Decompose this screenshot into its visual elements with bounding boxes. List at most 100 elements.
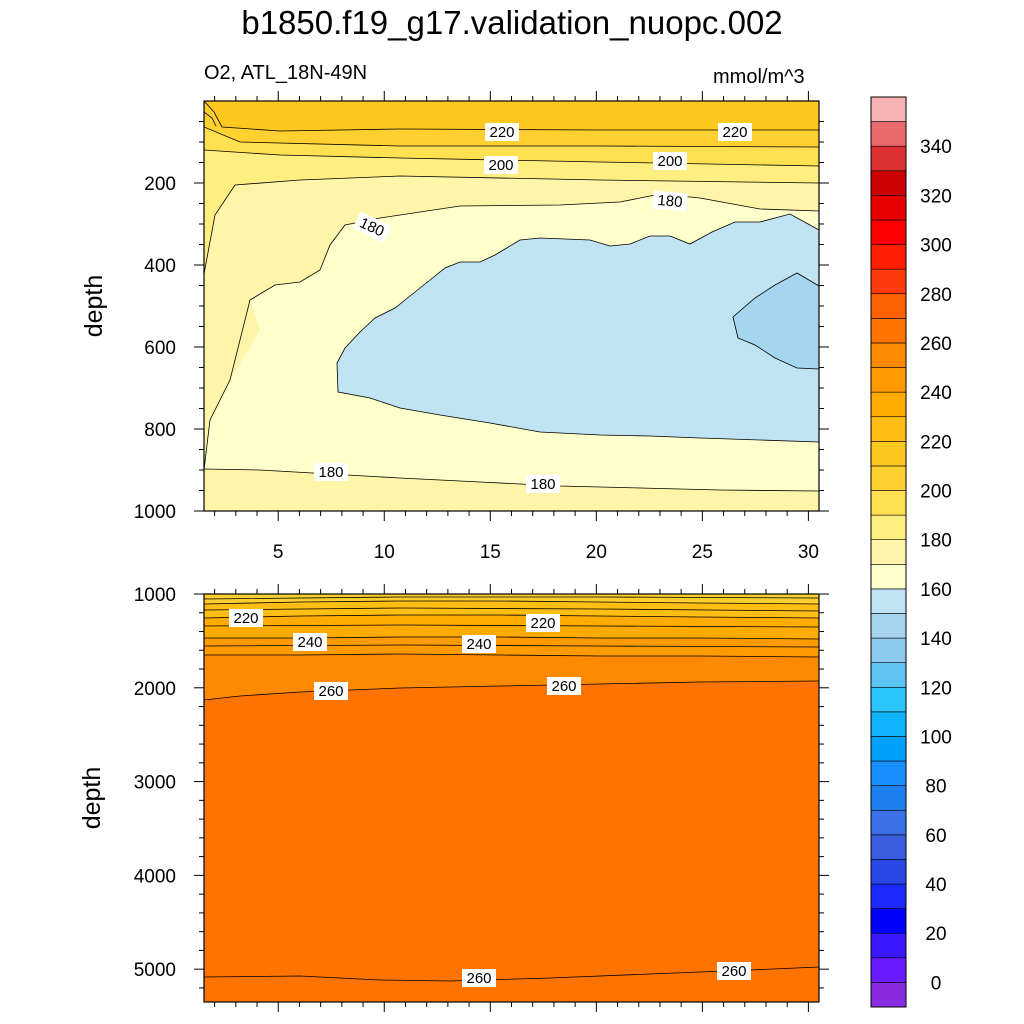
units-label: mmol/m^3 [713, 66, 805, 88]
colorbar-swatch [870, 834, 907, 860]
colorbar-tick-label: 280 [920, 285, 952, 306]
colorbar-swatch [870, 268, 907, 295]
colorbar-tick-label: 40 [925, 875, 946, 896]
colorbar-swatch [870, 736, 907, 762]
colorbar-swatch [870, 342, 907, 368]
colorbar-tick-label: 100 [920, 727, 952, 748]
colorbar-swatch [870, 588, 907, 614]
contour-label: 220 [229, 609, 263, 627]
colorbar: 0 20 40 60 80 100 120 140 160 180 200 220 240 260 280 3… [870, 96, 952, 1008]
upper-contour-line [204, 126, 819, 148]
svg-text:220: 220 [489, 124, 514, 141]
colorbar-swatch [870, 465, 907, 491]
y-tick-label: 1000 [134, 585, 176, 606]
colorbar-swatch [870, 170, 907, 196]
y-tick-label: 600 [144, 338, 176, 359]
colorbar-swatch [870, 785, 907, 811]
upper-contour-line [732, 272, 819, 370]
colorbar-swatch [870, 244, 907, 270]
upper-y-axis-label: depth [80, 275, 108, 338]
svg-text:200: 200 [488, 157, 513, 174]
colorbar-swatch [870, 883, 907, 909]
colorbar-swatch [870, 932, 907, 959]
lower-contour-line [204, 600, 819, 605]
y-tick-label: 2000 [134, 679, 176, 700]
colorbar-tick-label: 120 [920, 678, 952, 699]
upper-contour-line [204, 101, 819, 132]
x-tick-label: 25 [692, 542, 713, 563]
svg-text:180: 180 [318, 464, 343, 481]
lower-region-215 [204, 594, 819, 604]
svg-text:260: 260 [721, 963, 746, 980]
contour-label: 220 [526, 614, 560, 632]
contour-label: 220 [485, 123, 519, 141]
contour-label: 180 [526, 475, 560, 493]
colorbar-swatch [870, 711, 907, 737]
colorbar-swatch [870, 121, 907, 147]
colorbar-swatch [870, 318, 907, 344]
y-tick-label: 400 [144, 256, 176, 277]
colorbar-swatch [870, 391, 907, 418]
colorbar-swatch [870, 760, 907, 786]
colorbar-swatch [870, 957, 907, 983]
lower-contour-line [204, 680, 819, 701]
colorbar-swatch [870, 563, 907, 590]
svg-text:200: 200 [657, 153, 682, 170]
svg-text:240: 240 [297, 634, 322, 651]
svg-text:180: 180 [657, 192, 683, 211]
colorbar-tick-label: 160 [920, 580, 952, 601]
colorbar-swatch [870, 145, 907, 172]
svg-text:220: 220 [233, 610, 258, 627]
y-tick-label: 4000 [134, 866, 176, 887]
y-tick-label: 200 [144, 174, 176, 195]
lower-contour-lines [204, 596, 819, 982]
contour-label: 240 [293, 633, 327, 651]
lower-region-265-bottom [204, 967, 819, 1002]
y-tick-label: 5000 [134, 960, 176, 981]
contour-label: 200 [484, 156, 518, 174]
colorbar-swatch [870, 514, 907, 541]
colorbar-tick-label: 340 [920, 137, 952, 158]
x-tick-label: 30 [798, 542, 819, 563]
colorbar-tick-label: 300 [920, 236, 952, 257]
svg-text:220: 220 [722, 124, 747, 141]
colorbar-swatch [870, 982, 907, 1008]
lower-contour-line [204, 653, 819, 658]
colorbar-swatch [870, 859, 907, 885]
colorbar-swatch [870, 293, 907, 319]
colorbar-tick-label: 260 [920, 334, 952, 355]
lower-y-axis-label: depth [78, 767, 106, 830]
contour-label: 260 [717, 962, 751, 980]
svg-text:180: 180 [530, 476, 555, 493]
colorbar-tick-label: 180 [920, 531, 952, 552]
upper-region-155 [733, 273, 819, 369]
upper-contour-line [204, 111, 217, 127]
y-tick-label: 800 [144, 420, 176, 441]
contour-label: 260 [462, 969, 496, 987]
x-tick-label: 10 [374, 542, 395, 563]
colorbar-swatch [870, 613, 907, 639]
colorbar-swatch [870, 686, 907, 713]
colorbar-tick-label: 60 [925, 826, 946, 847]
contour-label: 200 [653, 152, 687, 170]
upper-contour-line [204, 468, 819, 492]
contour-label: 260 [547, 677, 581, 695]
colorbar-tick-label: 200 [920, 482, 952, 503]
upper-region-165 [337, 214, 819, 442]
colorbar-swatch [870, 908, 907, 934]
lower-contour-line [204, 614, 819, 619]
svg-text:260: 260 [551, 678, 576, 695]
contour-label: 220 [718, 123, 752, 141]
svg-text:260: 260 [318, 683, 343, 700]
lower-panel-fills [204, 594, 819, 1002]
svg-text:240: 240 [466, 636, 491, 653]
svg-text:220: 220 [530, 615, 555, 632]
colorbar-tick-label: 0 [931, 973, 942, 994]
colorbar-swatch [870, 367, 907, 393]
y-tick-label: 3000 [134, 773, 176, 794]
colorbar-tick-label: 220 [920, 432, 952, 453]
colorbar-swatch [870, 441, 907, 467]
upper-contour-line [204, 175, 819, 275]
colorbar-swatch [870, 490, 907, 516]
contour-label: 180 [314, 463, 348, 481]
